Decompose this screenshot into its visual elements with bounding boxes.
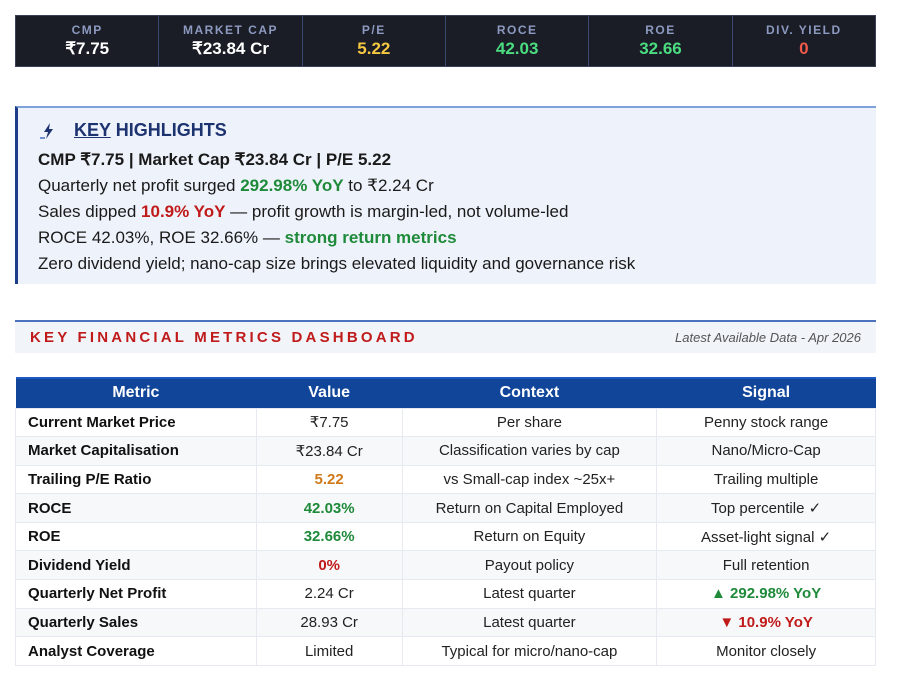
value-cell: ₹23.84 Cr (255, 436, 403, 466)
metric-cell: ROE 32.66 (589, 16, 733, 66)
value-cell: 28.93 Cr (255, 607, 403, 638)
context-cell: Return on Capital Employed (401, 493, 658, 523)
metrics-table: Metric Value Context Signal Current Market … (15, 377, 876, 666)
context-cell: Latest quarter (401, 607, 658, 638)
metric-cell: MARKET CAP ₹23.84 Cr (159, 16, 303, 66)
signal-cell: Asset-light signal ✓ (656, 521, 876, 552)
table-row: Quarterly Sales 28.93 Cr Latest quarter … (15, 607, 876, 638)
context-cell: Return on Equity (401, 521, 658, 552)
signal-cell: ▲ 292.98% YoY (656, 579, 876, 609)
table-row: ROCE 42.03% Return on Capital Employed T… (15, 493, 876, 523)
context-cell: Classification varies by cap (401, 436, 658, 466)
value-cell: 5.22 (255, 464, 403, 495)
context-cell: Per share (401, 407, 658, 438)
signal-cell: Trailing multiple (656, 464, 876, 495)
metric-value: 5.22 (357, 39, 391, 58)
highlight-line: CMP ₹7.75 | Market Cap ₹23.84 Cr | P/E 5… (38, 150, 392, 169)
dashboard-header: KEY FINANCIAL METRICS DASHBOARD Latest A… (15, 320, 876, 353)
highlight-line: ROCE 42.03%, ROE 32.66% — strong return … (38, 228, 457, 247)
table-row: Dividend Yield 0% Payout policy Full ret… (15, 550, 876, 581)
signal-cell: ▼ 10.9% YoY (656, 607, 876, 638)
metric-cell: Current Market Price (15, 407, 257, 438)
signal-cell: Top percentile ✓ (656, 493, 876, 523)
metric-cell: Dividend Yield (15, 550, 257, 581)
table-row: Market Capitalisation ₹23.84 Cr Classifi… (15, 436, 876, 466)
metric-value: 42.03 (495, 39, 539, 58)
table-row: Quarterly Net Profit 2.24 Cr Latest quar… (15, 579, 876, 609)
metric-label: P/E (361, 23, 386, 37)
metric-value: ₹23.84 Cr (192, 39, 269, 58)
metrics-bar: CMP ₹7.75 MARKET CAP ₹23.84 Cr P/E 5.22 ROCE 42… (15, 15, 876, 67)
value-cell: 2.24 Cr (255, 579, 403, 609)
dashboard-title: KEY FINANCIAL METRICS DASHBOARD (30, 329, 418, 346)
metric-value: 32.66 (639, 39, 682, 58)
context-cell: Typical for micro/nano-cap (401, 636, 658, 666)
column-header: Signal (656, 377, 876, 408)
signal-cell: Penny stock range (656, 407, 876, 438)
metric-label: DIV. YIELD (765, 23, 842, 37)
metric-value: 0 (799, 39, 809, 58)
metric-cell: ROCE 42.03 (446, 16, 590, 66)
metric-cell: ROE (15, 521, 257, 552)
metric-cell: P/E 5.22 (303, 16, 446, 66)
signal-cell: Nano/Micro-Cap (656, 436, 876, 466)
metric-cell: ROCE (15, 493, 257, 523)
context-cell: Payout policy (401, 550, 658, 581)
highlight-line: Zero dividend yield; nano-cap size bring… (38, 254, 636, 273)
highlight-line: Quarterly net profit surged 292.98% YoY … (38, 176, 434, 195)
column-header: Context (402, 377, 657, 408)
key-highlights: KEY HIGHLIGHTS CMP ₹7.75 | Market Cap ₹2… (15, 106, 876, 284)
value-cell: 32.66% (255, 521, 403, 552)
column-header: Metric (15, 377, 257, 408)
metric-label: MARKET CAP (182, 23, 278, 37)
table-row: Analyst Coverage Limited Typical for mic… (15, 636, 876, 666)
highlights-title: KEY HIGHLIGHTS (38, 120, 876, 141)
metric-cell: Quarterly Sales (15, 607, 257, 638)
metric-cell: Trailing P/E Ratio (15, 464, 257, 495)
table-row: Current Market Price ₹7.75 Per share Pen… (15, 407, 876, 438)
context-cell: Latest quarter (401, 579, 658, 609)
metric-cell: Analyst Coverage (15, 636, 257, 666)
metric-value: ₹7.75 (65, 39, 110, 58)
lightning-icon (40, 122, 53, 139)
value-cell: Limited (255, 636, 403, 666)
metric-label: ROCE (496, 23, 538, 37)
value-cell: ₹7.75 (255, 407, 403, 438)
signal-cell: Full retention (656, 550, 876, 581)
value-cell: 42.03% (255, 493, 403, 523)
table-row: ROE 32.66% Return on Equity Asset-light … (15, 521, 876, 552)
signal-cell: Monitor closely (656, 636, 876, 666)
metric-cell: DIV. YIELD 0 (733, 16, 875, 66)
metric-cell: Market Capitalisation (15, 436, 257, 466)
highlight-line: Sales dipped 10.9% YoY — profit growth i… (38, 202, 569, 221)
column-header: Value (256, 377, 403, 408)
metric-cell: CMP ₹7.75 (16, 16, 160, 66)
table-row: Trailing P/E Ratio 5.22 vs Small-cap ind… (15, 464, 876, 495)
metric-cell: Quarterly Net Profit (15, 579, 257, 609)
dashboard-subtitle: Latest Available Data - Apr 2026 (675, 330, 861, 345)
context-cell: vs Small-cap index ~25x+ (401, 464, 658, 495)
value-cell: 0% (255, 550, 403, 581)
metric-label: CMP (71, 23, 103, 37)
metric-label: ROE (645, 23, 676, 37)
